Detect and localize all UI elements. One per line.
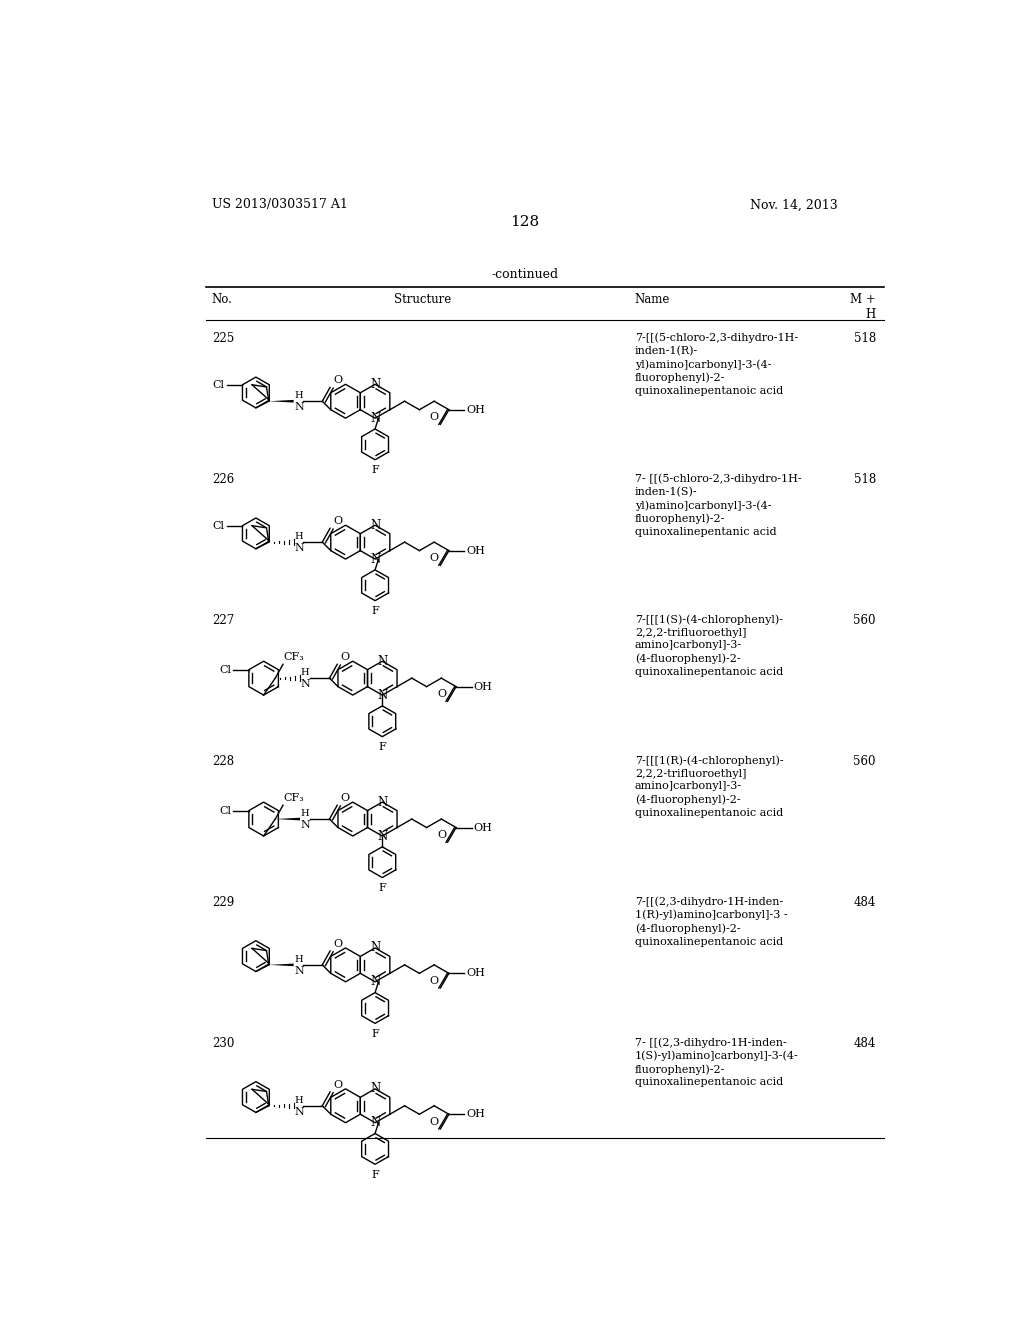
Text: N: N (370, 1082, 380, 1096)
Text: Name: Name (635, 293, 671, 306)
Text: Cl: Cl (213, 380, 224, 389)
Text: N: N (301, 820, 310, 830)
Text: CF₃: CF₃ (283, 793, 304, 803)
Text: 230: 230 (212, 1038, 234, 1049)
Text: O: O (430, 1117, 439, 1126)
Text: O: O (430, 975, 439, 986)
Text: 560: 560 (853, 755, 876, 768)
Text: Cl: Cl (219, 805, 231, 816)
Text: 484: 484 (853, 896, 876, 909)
Text: -continued: -continued (492, 268, 558, 281)
Text: 518: 518 (854, 333, 876, 346)
Text: 128: 128 (510, 215, 540, 230)
Text: N: N (377, 796, 387, 809)
Text: O: O (430, 412, 439, 422)
Text: N: N (377, 655, 387, 668)
Text: N: N (370, 412, 380, 425)
Text: 7-[[(5-chloro-2,3-dihydro-1H-
inden-1(R)-
yl)amino]carbonyl]-3-(4-
fluorophenyl): 7-[[(5-chloro-2,3-dihydro-1H- inden-1(R)… (635, 333, 798, 396)
Text: N: N (370, 553, 380, 565)
Text: 7- [[(5-chloro-2,3-dihydro-1H-
inden-1(S)-
yl)amino]carbonyl]-3-(4-
fluorophenyl: 7- [[(5-chloro-2,3-dihydro-1H- inden-1(S… (635, 474, 802, 537)
Text: OH: OH (466, 1109, 484, 1119)
Text: N: N (370, 941, 380, 954)
Text: Structure: Structure (394, 293, 452, 306)
Text: 7- [[(2,3-dihydro-1H-inden-
1(S)-yl)amino]carbonyl]-3-(4-
fluorophenyl)-2-
quino: 7- [[(2,3-dihydro-1H-inden- 1(S)-yl)amin… (635, 1038, 799, 1088)
Text: 229: 229 (212, 896, 233, 909)
Text: N: N (370, 378, 380, 391)
Text: OH: OH (466, 545, 484, 556)
Text: N: N (377, 689, 387, 702)
Text: O: O (333, 939, 342, 949)
Text: OH: OH (473, 822, 493, 833)
Text: F: F (372, 1028, 379, 1039)
Polygon shape (275, 817, 300, 821)
Polygon shape (269, 964, 294, 966)
Text: 7-[[[1(S)-(4-chlorophenyl)-
2,2,2-trifluoroethyl]
amino]carbonyl]-3-
(4-fluoroph: 7-[[[1(S)-(4-chlorophenyl)- 2,2,2-triflu… (635, 614, 783, 677)
Text: O: O (333, 1080, 342, 1089)
Text: H: H (301, 668, 309, 677)
Text: 225: 225 (212, 333, 233, 346)
Text: CF₃: CF₃ (283, 652, 304, 663)
Polygon shape (269, 400, 294, 403)
Text: Nov. 14, 2013: Nov. 14, 2013 (751, 198, 838, 211)
Text: O: O (333, 375, 342, 385)
Text: F: F (372, 606, 379, 616)
Text: N: N (370, 1117, 380, 1129)
Text: O: O (340, 652, 349, 663)
Text: O: O (333, 516, 342, 525)
Text: OH: OH (466, 405, 484, 414)
Text: F: F (372, 465, 379, 475)
Text: O: O (437, 830, 446, 840)
Text: Cl: Cl (213, 520, 224, 531)
Text: OH: OH (473, 681, 493, 692)
Text: Cl: Cl (219, 665, 231, 675)
Text: 7-[[(2,3-dihydro-1H-inden-
1(R)-yl)amino]carbonyl]-3 -
(4-fluorophenyl)-2-
quino: 7-[[(2,3-dihydro-1H-inden- 1(R)-yl)amino… (635, 896, 787, 946)
Text: 228: 228 (212, 755, 233, 768)
Text: N: N (377, 829, 387, 842)
Text: 484: 484 (853, 1038, 876, 1049)
Text: O: O (340, 793, 349, 803)
Text: M +
H: M + H (850, 293, 876, 321)
Text: O: O (430, 553, 439, 562)
Text: H: H (295, 532, 303, 541)
Text: H: H (295, 392, 303, 400)
Text: OH: OH (466, 969, 484, 978)
Text: H: H (295, 956, 303, 964)
Text: 518: 518 (854, 474, 876, 486)
Text: N: N (370, 975, 380, 989)
Text: H: H (295, 1096, 303, 1105)
Text: N: N (301, 680, 310, 689)
Text: N: N (370, 519, 380, 532)
Text: H: H (301, 809, 309, 817)
Text: F: F (372, 1170, 379, 1180)
Text: N: N (295, 966, 304, 975)
Text: F: F (379, 883, 386, 892)
Text: 7-[[[1(R)-(4-chlorophenyl)-
2,2,2-trifluoroethyl]
amino]carbonyl]-3-
(4-fluoroph: 7-[[[1(R)-(4-chlorophenyl)- 2,2,2-triflu… (635, 755, 783, 817)
Text: N: N (295, 544, 304, 553)
Text: N: N (295, 403, 304, 412)
Text: O: O (437, 689, 446, 700)
Text: 560: 560 (853, 614, 876, 627)
Text: No.: No. (212, 293, 232, 306)
Text: F: F (379, 742, 386, 752)
Text: N: N (295, 1107, 304, 1117)
Text: 226: 226 (212, 474, 233, 486)
Text: US 2013/0303517 A1: US 2013/0303517 A1 (212, 198, 347, 211)
Text: 227: 227 (212, 614, 233, 627)
